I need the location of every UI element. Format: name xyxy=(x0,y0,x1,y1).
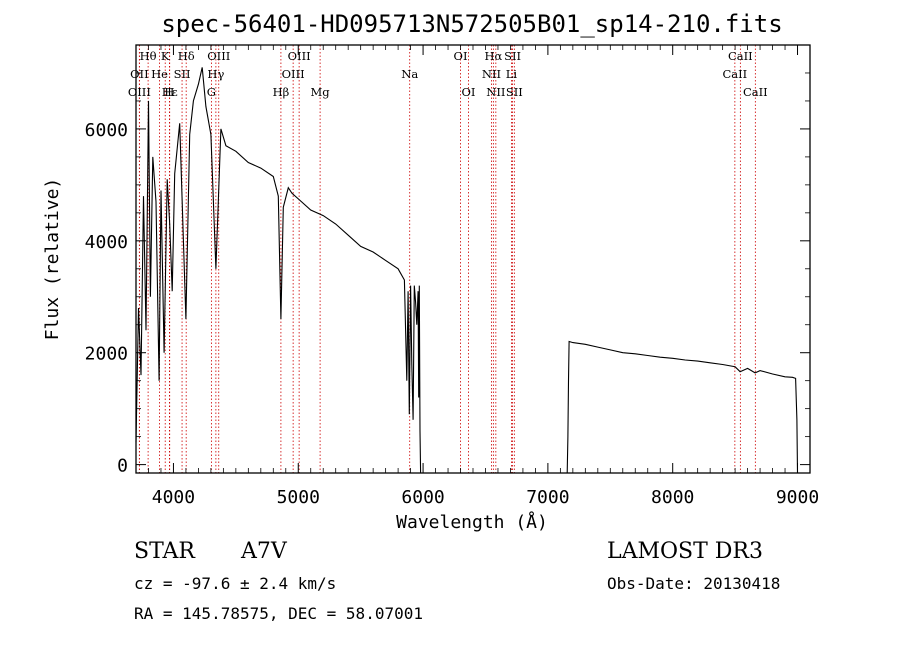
spectral-line-label: OIII xyxy=(207,49,230,63)
x-axis-label: Wavelength (Å) xyxy=(396,511,548,533)
x-tick-label: 5000 xyxy=(277,487,320,508)
spectral-line-label: Hε xyxy=(162,85,178,99)
spectral-line-label: OII xyxy=(130,67,149,81)
coordinates: RA = 145.78575, DEC = 58.07001 xyxy=(134,604,423,623)
survey-name: LAMOST DR3 xyxy=(607,539,763,564)
spectral-line-label: He xyxy=(151,67,168,81)
spectral-line-label: CaII xyxy=(743,85,768,99)
spectral-line-label: Li xyxy=(506,67,518,81)
x-tick-label: 4000 xyxy=(152,487,195,508)
x-tick-label: 8000 xyxy=(651,487,694,508)
axis-ticks: 4000 5000 6000 7000 8000 9000 0 2000 4000 6000 xyxy=(85,44,819,508)
spectral-line-label: OIII xyxy=(282,67,305,81)
spectral-line-label: Na xyxy=(401,67,418,81)
observation-date: Obs-Date: 20130418 xyxy=(607,574,781,593)
x-tick-label: 7000 xyxy=(526,487,569,508)
y-tick-label: 4000 xyxy=(85,232,128,253)
object-class: STAR xyxy=(134,539,195,564)
spectral-line-label: OI xyxy=(462,85,476,99)
spectral-line-label: Hβ xyxy=(273,85,290,99)
spectral-line-label: G xyxy=(207,85,216,99)
spectral-line-label: SII xyxy=(506,85,523,99)
redshift-value: cz = -97.6 ± 2.4 km/s xyxy=(134,574,337,593)
spectral-line-label: H xyxy=(164,85,174,99)
x-tick-label: 6000 xyxy=(401,487,444,508)
y-axis-label: Flux (relative) xyxy=(42,178,63,341)
spectral-line-label: Hδ xyxy=(178,49,195,63)
spectral-line-label: Hα xyxy=(484,49,502,63)
spectral-line-label: CaII xyxy=(728,49,753,63)
spectral-line-label: OIII xyxy=(288,49,311,63)
spectrum-series xyxy=(135,67,799,474)
spectral-line-label: Hγ xyxy=(207,67,224,81)
spectral-line-label: K xyxy=(161,49,170,63)
y-tick-label: 0 xyxy=(117,456,128,477)
flux-line-segment xyxy=(566,340,799,474)
y-tick-label: 6000 xyxy=(85,120,128,141)
plot-frame xyxy=(135,44,811,474)
spectral-line-label: SII xyxy=(504,49,521,63)
spectral-line-label: OI xyxy=(454,49,468,63)
x-tick-label: 9000 xyxy=(776,487,819,508)
spectral-line-label: Mg xyxy=(311,85,331,99)
spectral-line-label: Hθ xyxy=(140,49,157,63)
spectral-line-label: SII xyxy=(174,67,191,81)
spectral-line-label: OIII xyxy=(128,85,151,99)
spectral-line-markers xyxy=(138,45,756,473)
spectral-line-label: NII xyxy=(486,85,505,99)
y-tick-label: 2000 xyxy=(85,344,128,365)
spectral-subclass: A7V xyxy=(241,539,287,564)
spectral-line-label: NII xyxy=(482,67,501,81)
flux-line-segment xyxy=(135,67,422,474)
chart-title: spec-56401-HD095713N572505B01_sp14-210.f… xyxy=(161,10,782,38)
spectral-line-label: CaII xyxy=(722,67,747,81)
